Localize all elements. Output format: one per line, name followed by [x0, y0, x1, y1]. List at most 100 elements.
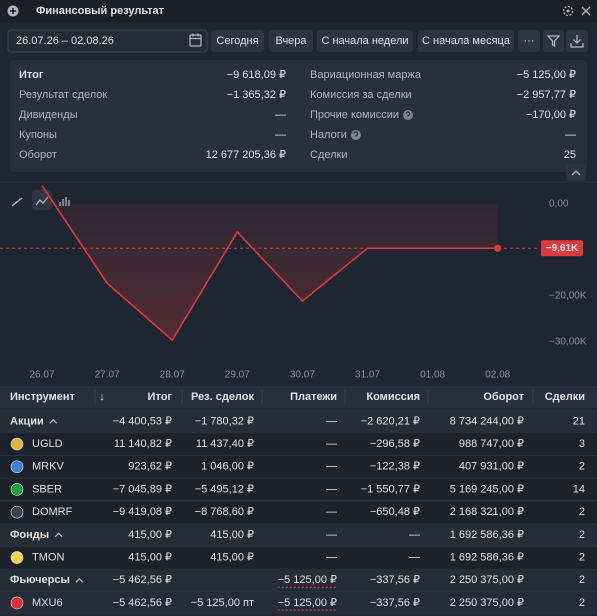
- summary-label: Купоны: [19, 129, 57, 141]
- toolbar-button-label[interactable]: Сегодня: [216, 35, 258, 47]
- group-row[interactable]: [0, 523, 597, 547]
- table-cell: —: [326, 461, 337, 473]
- table-cell: 2 250 375,00 ₽: [450, 597, 524, 609]
- column-header[interactable]: Комиссия: [366, 391, 420, 403]
- summary-label: Итог: [19, 69, 44, 81]
- column-header[interactable]: Сделки: [545, 391, 585, 403]
- toolbar-button[interactable]: [211, 30, 264, 52]
- toolbar-button[interactable]: [269, 30, 313, 52]
- table-cell: 3: [579, 438, 585, 450]
- instrument-icon: [10, 505, 24, 519]
- summary-label: Результат сделок: [19, 89, 107, 101]
- group-name[interactable]: Фонды: [10, 529, 49, 541]
- table-cell: 11 437,40 ₽: [196, 438, 254, 450]
- table-cell: −337,56 ₽: [370, 597, 420, 609]
- table-cell: 2: [579, 597, 585, 609]
- item-row[interactable]: [0, 546, 597, 569]
- instrument-icon: [10, 483, 24, 496]
- group-toggle[interactable]: [54, 532, 63, 538]
- instrument-name[interactable]: MXU6: [32, 597, 63, 609]
- toolbar-button[interactable]: [317, 30, 413, 52]
- table-cell: 2: [579, 461, 585, 473]
- table-cell: −650,48 ₽: [370, 506, 420, 518]
- calendar-icon[interactable]: [189, 33, 202, 47]
- x-tick-label: 28.07: [160, 370, 185, 381]
- table: Инструмент Итог Рез. сделок Платежи Комиссия…: [0, 386, 597, 615]
- help-icon[interactable]: [403, 110, 413, 120]
- summary-value: −5 125,00 ₽: [517, 69, 576, 81]
- table-cell: —: [326, 551, 337, 563]
- settings-button[interactable]: [562, 5, 574, 17]
- x-tick-label: 30.07: [290, 370, 315, 381]
- instrument-name[interactable]: UGLD: [32, 438, 63, 450]
- toolbar-button-label[interactable]: С начала недели: [321, 35, 408, 47]
- column-header[interactable]: Платежи: [290, 391, 337, 403]
- table-cell: −4 400,53 ₽: [113, 415, 172, 427]
- group-name[interactable]: Акции: [10, 415, 44, 427]
- group-row[interactable]: [0, 568, 597, 592]
- sort-indicator[interactable]: ↓: [99, 391, 105, 403]
- column-header[interactable]: Инструмент: [10, 391, 76, 403]
- value-label: −9,61K: [546, 243, 579, 254]
- table-cell: 988 747,00 ₽: [459, 438, 524, 450]
- summary-value: −170,00 ₽: [526, 109, 576, 121]
- date-input[interactable]: [7, 29, 208, 53]
- table-cell: −5 125,00 пт: [191, 597, 254, 609]
- item-row[interactable]: [0, 500, 597, 524]
- toolbar-button-label[interactable]: ···: [524, 35, 535, 47]
- group-toggle[interactable]: [49, 418, 58, 424]
- table-cell: 407 931,00 ₽: [459, 461, 524, 473]
- y-tick-label: −20,00K: [549, 291, 587, 302]
- instrument-icon: [10, 460, 24, 474]
- table-cell: —: [326, 438, 337, 450]
- table-cell: −5 125,00 ₽: [278, 574, 337, 586]
- y-tick-label: −30,00K: [549, 337, 587, 348]
- table-cell: 415,00 ₽: [128, 529, 172, 541]
- instrument-name[interactable]: SBER: [32, 483, 62, 495]
- toolbar-button[interactable]: [418, 30, 514, 52]
- collapse-button[interactable]: [566, 164, 586, 181]
- instrument-name[interactable]: MRKV: [32, 461, 64, 473]
- item-row[interactable]: [0, 432, 597, 456]
- item-row[interactable]: [0, 591, 597, 615]
- column-header[interactable]: Итог: [148, 391, 173, 403]
- toolbar-button-label[interactable]: Вчера: [275, 35, 307, 47]
- group-name[interactable]: Фьючерсы: [10, 574, 70, 586]
- table-cell: 8 734 244,00 ₽: [450, 415, 524, 427]
- table-cell: 14: [573, 483, 585, 495]
- group-toggle[interactable]: [75, 577, 84, 583]
- add-button[interactable]: [7, 5, 19, 17]
- x-tick-label: 01.08: [420, 370, 445, 381]
- filter-button[interactable]: [543, 30, 564, 52]
- item-row[interactable]: [0, 478, 597, 501]
- column-header[interactable]: Рез. сделок: [191, 391, 255, 403]
- table-cell: 2 250 375,00 ₽: [450, 574, 524, 586]
- item-row[interactable]: [0, 455, 597, 479]
- instrument-name[interactable]: TMON: [32, 551, 64, 563]
- summary-label: Прочие комиссии: [310, 109, 399, 121]
- table-cell: −5 462,56 ₽: [113, 597, 172, 609]
- table-cell: −296,58 ₽: [370, 438, 420, 450]
- table-cell: −2 620,21 ₽: [361, 415, 420, 427]
- x-tick-label: 31.07: [355, 370, 380, 381]
- summary-label: Оборот: [19, 149, 57, 161]
- column-header[interactable]: Оборот: [483, 391, 524, 403]
- table-cell: —: [326, 483, 337, 495]
- close-button[interactable]: [581, 6, 591, 16]
- summary-label: Сделки: [310, 149, 348, 161]
- instrument-name[interactable]: DOMRF: [32, 506, 73, 518]
- table-cell: 2: [579, 551, 585, 563]
- table-cell: 1 046,00 ₽: [201, 461, 254, 473]
- table-cell: −1 550,77 ₽: [361, 483, 420, 495]
- table-cell: 415,00 ₽: [210, 529, 254, 541]
- ruler-tool[interactable]: [11, 197, 23, 207]
- date-range[interactable]: 26.07.26 – 02.08.26: [16, 35, 114, 47]
- download-button[interactable]: [566, 30, 588, 52]
- table-cell: 2 168 321,00 ₽: [450, 506, 524, 518]
- x-tick-label: 26.07: [29, 370, 54, 381]
- group-row[interactable]: [0, 410, 597, 433]
- toolbar-button[interactable]: [518, 30, 540, 52]
- instrument-icon: [10, 596, 24, 610]
- toolbar-button-label[interactable]: С начала месяца: [422, 35, 511, 47]
- table-cell: −9 419,08 ₽: [113, 506, 172, 518]
